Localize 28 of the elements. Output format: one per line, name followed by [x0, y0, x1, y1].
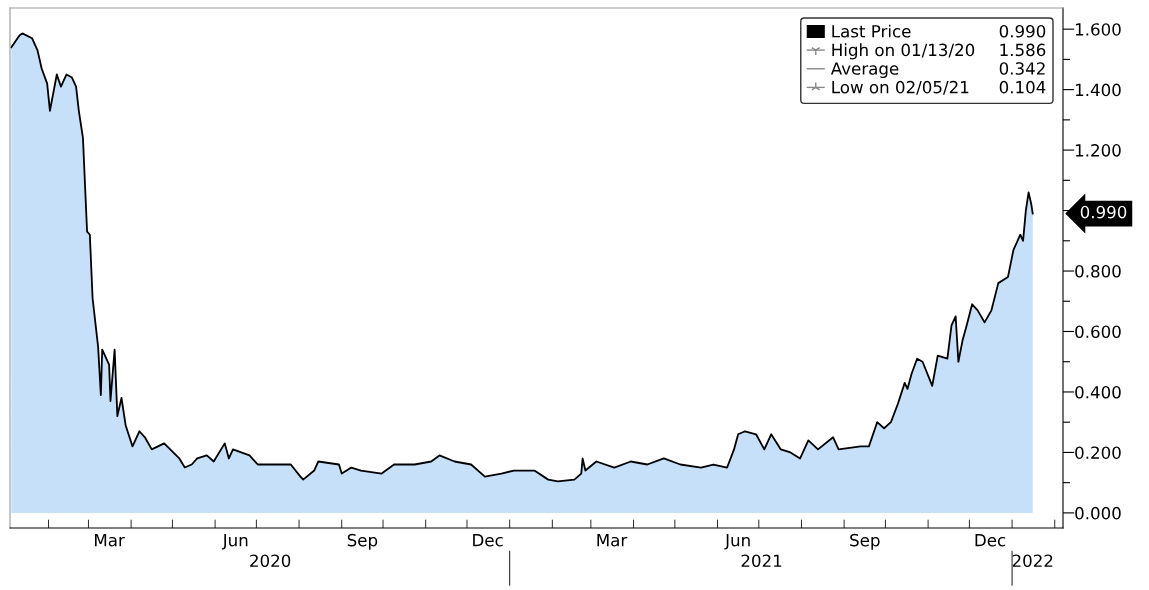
legend-label: Last Price — [832, 24, 911, 38]
y-tick-label: 0.600 — [1075, 325, 1121, 339]
y-tick-label: 1.200 — [1075, 144, 1121, 157]
annotation: High on 01/13/20 — [832, 43, 975, 60]
y-tick-label: 0.400 — [1075, 385, 1121, 399]
y-tick-label: 0.800 — [1075, 264, 1121, 278]
x-tick-label: Mar — [95, 534, 125, 547]
annotation: Low on 02/05/21 — [832, 80, 969, 95]
x-tick-label: Jun — [221, 534, 248, 550]
x-tick-label: Dec — [473, 534, 503, 547]
y-tick-label: 1.600 — [1075, 23, 1121, 36]
x2-tick-label: 2021 — [741, 554, 782, 568]
x-tick-label: Dec — [975, 534, 1006, 547]
y-tick-label: 0.000 — [1075, 506, 1121, 520]
y-tick-label: 0.200 — [1075, 446, 1121, 459]
annotation: 0.990 — [999, 24, 1046, 38]
annotation: 0.104 — [999, 80, 1046, 94]
x2-tick-label: 2020 — [250, 554, 291, 568]
x-tick-label: Mar — [597, 534, 628, 547]
annotation: 1.586 — [1000, 43, 1046, 57]
annotation: Average — [830, 62, 899, 79]
annotation: 0.342 — [999, 62, 1045, 75]
x-tick-label: Sep — [850, 533, 880, 550]
x-tick-label: Jun — [724, 534, 750, 550]
x2-tick-label: 2022 — [1012, 554, 1053, 568]
text: 0.990 — [1080, 205, 1127, 219]
x-tick-label: Sep — [347, 533, 378, 550]
y-tick-label: 1.400 — [1075, 83, 1121, 97]
